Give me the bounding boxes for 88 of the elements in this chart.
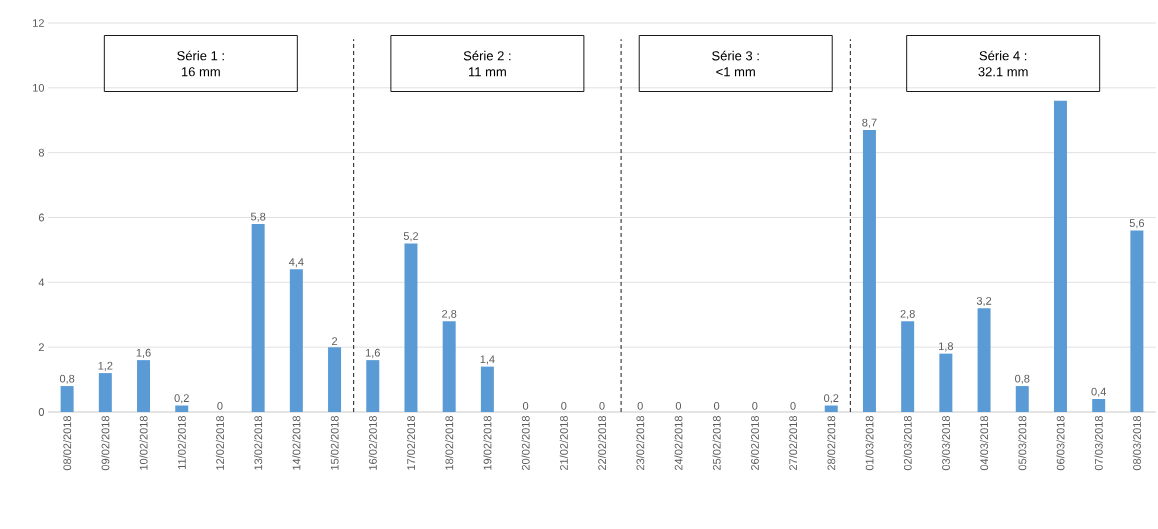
data-label: 0 — [637, 402, 643, 410]
data-label: 3,2 — [976, 296, 992, 307]
data-label: 5,2 — [403, 232, 419, 242]
x-tick-label: 17/02/2018 — [406, 416, 416, 470]
x-tick-label: 28/02/2018 — [827, 416, 836, 471]
data-label: 0 — [713, 402, 720, 410]
x-tick-label: 10/02/2018 — [139, 416, 148, 470]
data-label: 1,6 — [136, 348, 151, 358]
x-tick-label: 22/02/2018 — [597, 416, 607, 471]
x-tick-label: 09/02/2018 — [101, 416, 110, 471]
x-tick-label: 02/03/2018 — [903, 416, 912, 471]
y-tick-label: 12 — [33, 19, 44, 27]
y-tick-label: 10 — [33, 83, 45, 92]
bar — [137, 360, 151, 412]
data-label: 0 — [752, 402, 758, 410]
x-tick-label: 23/02/2018 — [636, 416, 645, 471]
data-label: 2 — [332, 337, 338, 345]
y-tick-label: 8 — [38, 148, 44, 157]
y-tick-label: 4 — [38, 278, 45, 287]
data-label: 0,2 — [174, 394, 189, 404]
bar — [1053, 100, 1067, 412]
x-tick-label: 11/02/2018 — [177, 416, 186, 469]
x-tick-label: 08/02/2018 — [63, 416, 72, 471]
bar — [60, 386, 74, 412]
x-tick-label: 24/02/2018 — [674, 416, 683, 471]
data-label: 0 — [217, 402, 223, 410]
x-tick-label: 14/02/2018 — [292, 416, 301, 470]
data-label: 1,8 — [939, 342, 954, 352]
bar — [98, 373, 112, 412]
data-label: 0,8 — [1015, 374, 1030, 384]
y-tick-label: 0 — [38, 408, 45, 416]
bar — [939, 353, 953, 412]
bar — [1015, 386, 1029, 412]
x-tick-label: 18/02/2018 — [445, 416, 454, 470]
x-tick-label: 25/02/2018 — [712, 416, 721, 471]
x-tick-label: 26/02/2018 — [750, 416, 759, 471]
data-label: 0,8 — [59, 374, 75, 384]
data-label: 0 — [522, 402, 529, 410]
bar — [901, 321, 915, 412]
bar — [977, 308, 991, 412]
data-label: 1,2 — [98, 361, 113, 371]
bar — [251, 223, 265, 412]
annotation: Série 4 : 32.1 mm — [978, 50, 1028, 77]
data-label: 2,8 — [900, 309, 915, 320]
y-tick-label: 6 — [38, 213, 44, 222]
bar — [328, 347, 342, 412]
x-tick-label: 08/03/2018 — [1132, 416, 1141, 471]
bar — [404, 243, 418, 412]
y-tick-label: 2 — [38, 343, 44, 351]
x-tick-label: 20/02/2018 — [521, 416, 530, 471]
x-tick-label: 07/03/2018 — [1094, 416, 1103, 471]
x-tick-label: 05/03/2018 — [1018, 416, 1027, 471]
data-label: 8,7 — [862, 118, 877, 128]
x-tick-label: 13/02/2018 — [254, 416, 263, 470]
bar — [862, 129, 876, 412]
x-tick-label: 27/02/2018 — [789, 416, 798, 471]
x-tick-label: 01/03/2018 — [865, 416, 874, 471]
x-tick-label: 19/02/2018 — [483, 416, 492, 470]
x-tick-label: 06/03/2018 — [1056, 416, 1065, 471]
data-label: 5,8 — [250, 212, 266, 222]
data-label: 0,2 — [824, 394, 839, 404]
annotation: Série 1 : 16 mm — [177, 50, 224, 77]
bar — [1130, 230, 1144, 412]
bar — [480, 366, 494, 412]
data-label: 0 — [599, 402, 605, 410]
bar — [175, 405, 189, 412]
annotation: Série 3 : <1 mm — [712, 50, 759, 77]
bar — [289, 269, 303, 412]
data-label: 1,4 — [480, 355, 495, 365]
x-tick-label: 15/02/2018 — [330, 416, 339, 470]
x-tick-label: 12/02/2018 — [215, 416, 224, 470]
data-label: 4,4 — [288, 258, 304, 268]
x-tick-label: 21/02/2018 — [559, 416, 568, 471]
data-label: 0 — [561, 402, 567, 410]
x-tick-label: 16/02/2018 — [368, 416, 377, 470]
data-label: 0,4 — [1091, 387, 1106, 397]
bar — [1092, 399, 1106, 412]
bar — [366, 360, 380, 412]
bar — [442, 321, 456, 412]
x-tick-label: 04/03/2018 — [980, 416, 989, 471]
annotation: Série 2 : 11 mm — [463, 50, 511, 77]
data-label: 1,6 — [365, 348, 380, 358]
data-label: 0 — [790, 402, 796, 410]
bar — [824, 405, 838, 412]
data-label: 2,8 — [442, 309, 457, 320]
data-label: 5,6 — [1129, 219, 1145, 229]
x-tick-label: 03/03/2018 — [941, 416, 950, 471]
data-label: 0 — [675, 402, 682, 410]
